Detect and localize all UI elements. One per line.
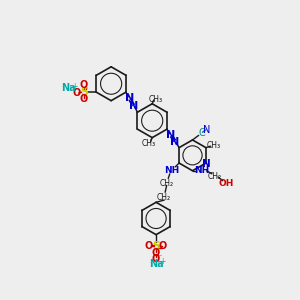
Text: O: O [73, 88, 81, 98]
Text: N: N [202, 159, 211, 169]
Text: O: O [145, 241, 153, 251]
Text: O: O [80, 80, 88, 90]
Text: CH₂: CH₂ [160, 179, 174, 188]
Text: C: C [198, 128, 205, 138]
Text: N: N [170, 137, 179, 147]
Text: +: + [71, 82, 78, 91]
Text: N: N [125, 93, 134, 103]
Text: S: S [80, 87, 88, 97]
Text: CH₂: CH₂ [157, 193, 171, 202]
Text: S: S [152, 241, 160, 251]
Text: O: O [80, 94, 88, 104]
Text: OH: OH [219, 178, 234, 188]
Text: CH₃: CH₃ [207, 141, 221, 150]
Text: N: N [203, 125, 210, 135]
Text: O: O [159, 241, 167, 251]
Text: CH₃: CH₃ [148, 94, 162, 103]
Text: NH: NH [194, 166, 209, 175]
Text: N: N [167, 130, 176, 140]
Text: O: O [152, 254, 160, 263]
Text: Na: Na [61, 82, 76, 93]
Text: Na: Na [149, 259, 164, 269]
Text: CH₂: CH₂ [208, 172, 222, 181]
Text: NH: NH [164, 166, 179, 175]
Text: CH₃: CH₃ [142, 139, 156, 148]
Text: N: N [129, 101, 138, 111]
Text: ⁻: ⁻ [158, 253, 162, 262]
Text: +: + [159, 257, 166, 266]
Text: O: O [152, 248, 160, 258]
